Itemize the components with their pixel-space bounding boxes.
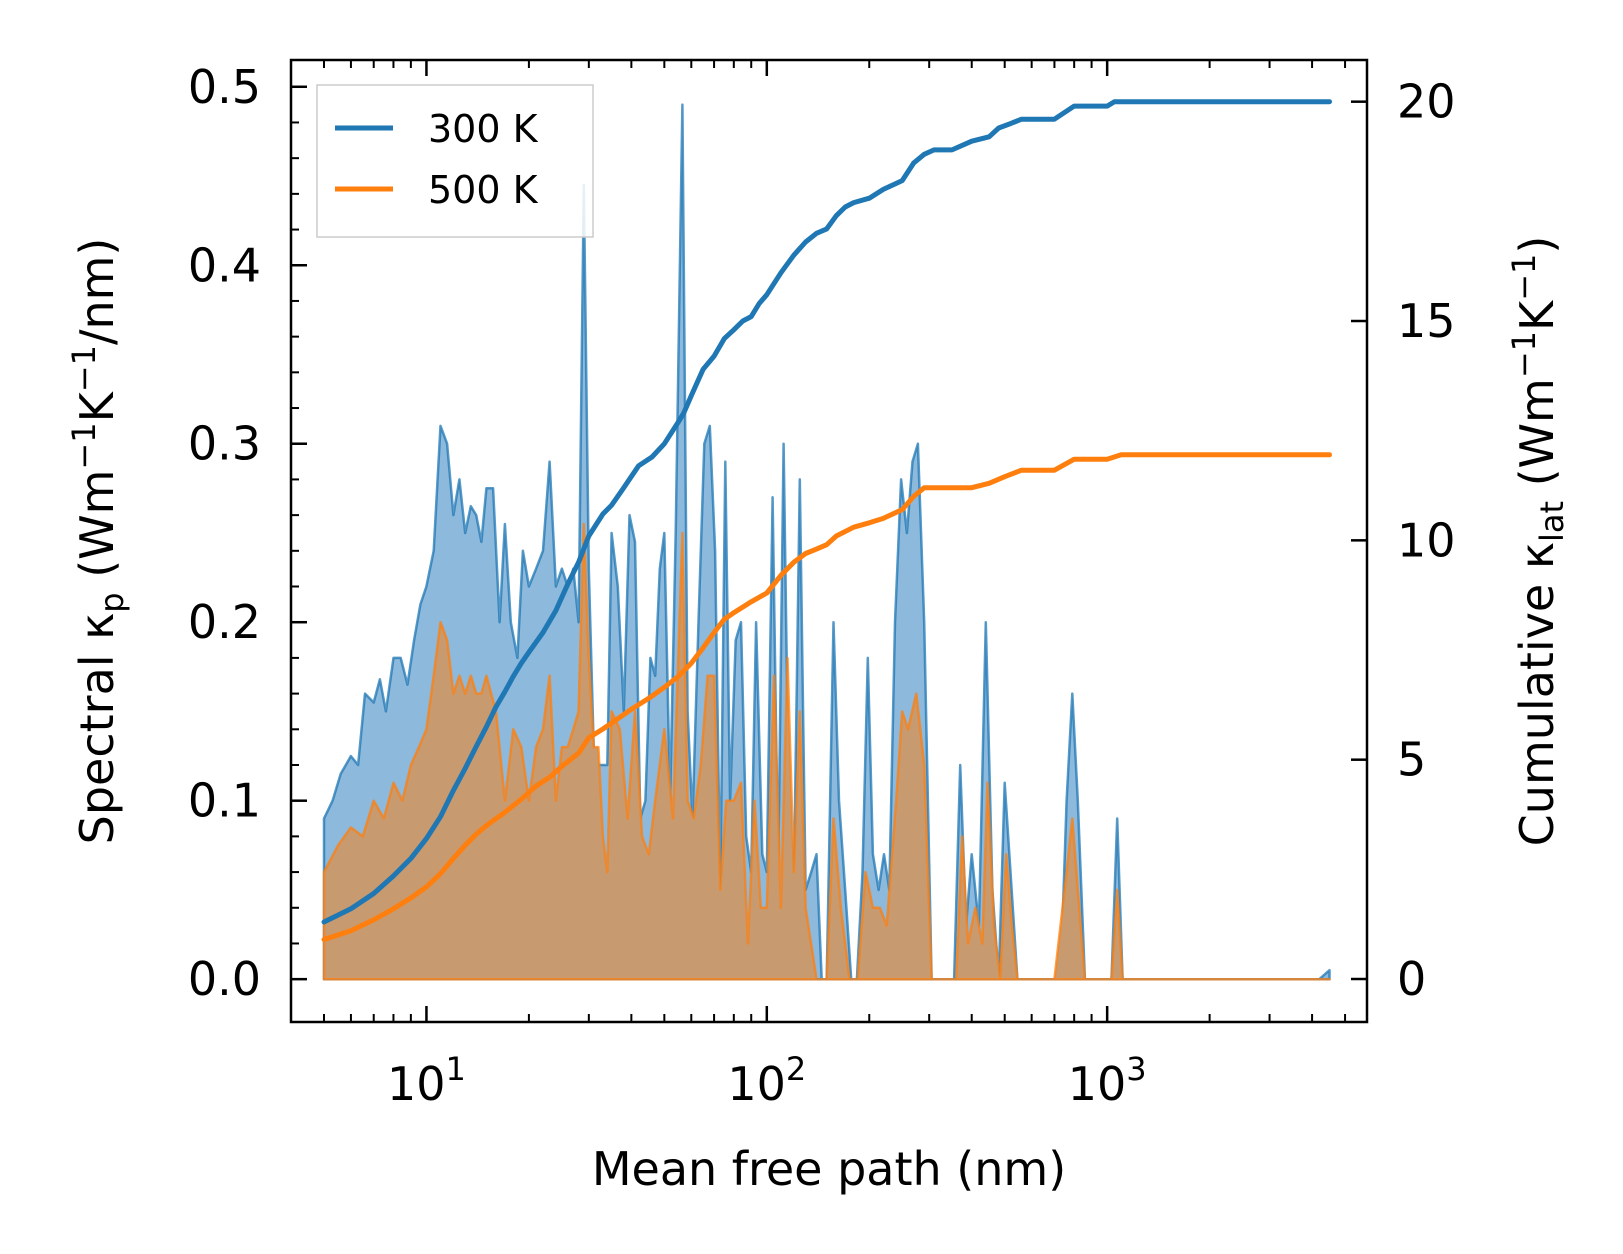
x-tick-label: 101 — [387, 1050, 466, 1111]
cumulative-line-500k — [321, 452, 1332, 942]
y-right-tick-label: 0 — [1397, 952, 1426, 1006]
y-left-tick-label: 0.0 — [188, 952, 261, 1006]
cumulative-lines — [321, 99, 1332, 942]
x-tick-label: 102 — [727, 1050, 806, 1111]
y-left-tick-label: 0.4 — [188, 238, 261, 292]
y-right-tick-label: 10 — [1397, 513, 1456, 567]
legend: 300 K 500 K — [316, 84, 594, 238]
spectral-fills — [322, 103, 1331, 981]
y-right-tick-label: 20 — [1397, 75, 1456, 129]
y-left-tick-label: 0.1 — [188, 774, 261, 828]
axis-ticks — [290, 60, 1367, 1022]
legend-label-500k: 500 K — [428, 168, 539, 212]
y-left-tick-label: 0.5 — [188, 60, 261, 114]
y-right-axis-label: Cumulative κlat (Wm−1K−1) — [1505, 236, 1571, 847]
axis-tick-labels: 101 102 103 0.0 0.1 0.2 0.3 0.4 0.5 0 5 10 15 20 — [188, 60, 1456, 1111]
y-right-tick-label: 15 — [1397, 294, 1456, 348]
y-left-tick-label: 0.3 — [188, 417, 261, 471]
spectral-area-500k — [322, 522, 1331, 981]
y-right-tick-label: 5 — [1397, 733, 1426, 787]
x-tick-label: 103 — [1068, 1050, 1147, 1111]
legend-label-300k: 300 K — [428, 107, 539, 151]
y-left-tick-label: 0.2 — [188, 595, 261, 649]
x-axis-label: Mean free path (nm) — [592, 1142, 1066, 1196]
cumulative-line-300k — [321, 99, 1332, 925]
legend-box — [316, 84, 594, 238]
y-left-axis-label: Spectral κp (Wm−1K−1/nm) — [65, 238, 131, 845]
